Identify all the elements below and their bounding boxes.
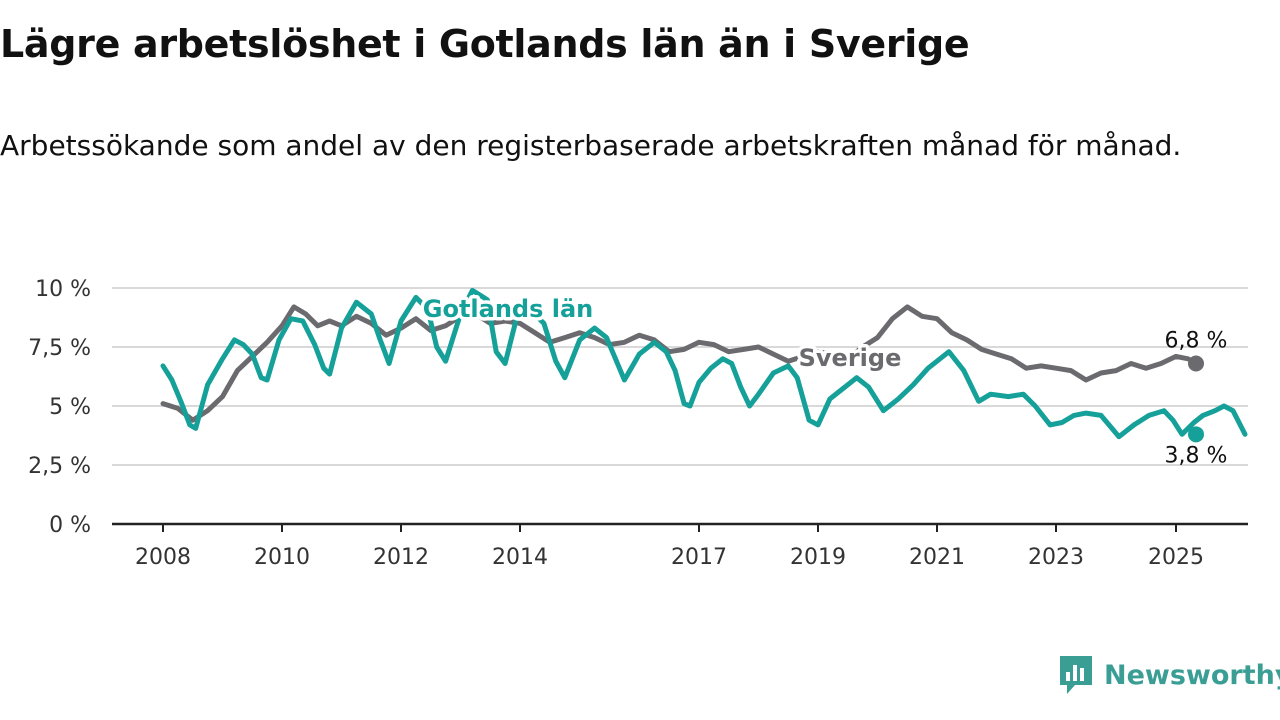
x-tick-label: 2023	[1028, 545, 1084, 570]
series-end-label: 6,8 %	[1165, 329, 1228, 354]
series-name-label: Sverige	[799, 344, 902, 372]
series-lines	[160, 287, 1248, 443]
brand-logo: Newsworthy	[1058, 654, 1280, 696]
series-end-label: 3,8 %	[1165, 443, 1228, 468]
x-tick-label: 2008	[135, 545, 191, 570]
series-line-sverige	[160, 304, 1200, 423]
y-tick-label: 5 %	[49, 395, 91, 420]
series-line-gotland	[160, 287, 1248, 440]
x-tick-label: 2014	[492, 545, 548, 570]
y-axis-ticks: 0 % 2,5 % 5 % 7,5 % 10 %	[28, 277, 91, 538]
series-end-marker	[1188, 355, 1204, 372]
x-tick-label: 2010	[254, 545, 310, 570]
x-tick-label: 2025	[1148, 545, 1204, 570]
x-tick-label: 2021	[909, 545, 965, 570]
chart-title: Lägre arbetslöshet i Gotlands län än i S…	[0, 22, 970, 66]
series-labels: 6,8 % 3,8 % Sverige Gotlands län	[419, 292, 1228, 469]
y-tick-label: 10 %	[35, 277, 91, 302]
chart-subtitle: Arbetssökande som andel av den registerb…	[0, 129, 1182, 162]
bar-chart-chat-icon	[1060, 656, 1092, 694]
x-tick-label: 2017	[671, 545, 727, 570]
series-name-label: Gotlands län	[423, 295, 594, 323]
grid-lines	[112, 287, 1248, 526]
brand-name: Newsworthy	[1104, 659, 1280, 691]
x-axis-ticks: 2008 2010 2012 2014 2017 2019 2021 2023 2025	[135, 524, 1204, 570]
y-tick-label: 7,5 %	[28, 336, 91, 361]
x-tick-label: 2019	[790, 545, 846, 570]
y-tick-label: 0 %	[49, 513, 91, 538]
x-tick-label: 2012	[373, 545, 429, 570]
y-tick-label: 2,5 %	[28, 454, 91, 479]
series-end-marker	[1188, 426, 1204, 443]
